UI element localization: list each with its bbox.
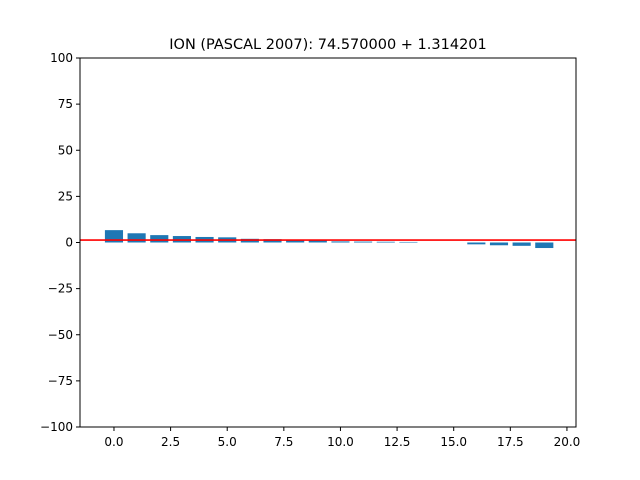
- bar-2: [150, 235, 169, 243]
- y-axis: 100 75 50 25 0 −25 −50 −75 −100: [40, 51, 80, 434]
- x-tick-label: 5.0: [218, 435, 237, 449]
- x-tick-label: 15.0: [440, 435, 467, 449]
- bar-9: [308, 239, 327, 243]
- y-tick-label: 25: [58, 189, 73, 203]
- bar-18: [512, 242, 531, 246]
- y-tick-label: −75: [48, 374, 73, 388]
- y-tick-label: 50: [58, 143, 73, 157]
- bar-8: [286, 239, 305, 243]
- bar-12: [376, 241, 395, 243]
- bar-13: [399, 241, 418, 243]
- bar-16: [467, 242, 486, 245]
- bar-10: [331, 241, 350, 243]
- bar-1: [127, 233, 146, 243]
- x-tick-label: 10.0: [327, 435, 354, 449]
- y-tick-label: 75: [58, 97, 73, 111]
- x-tick-label: 0.0: [104, 435, 123, 449]
- bar-17: [489, 242, 509, 246]
- y-tick-label: 100: [50, 51, 73, 65]
- x-tick-label: 12.5: [384, 435, 411, 449]
- y-tick-label: 0: [65, 236, 73, 250]
- x-tick-label: 2.5: [161, 435, 180, 449]
- chart-title: ION (PASCAL 2007): 74.570000 + 1.314201: [169, 37, 487, 53]
- x-tick-label: 17.5: [497, 435, 524, 449]
- bar-3: [172, 236, 191, 243]
- x-tick-label: 7.5: [274, 435, 293, 449]
- x-axis: 0.0 2.5 5.0 7.5 10.0 12.5 15.0 17.5 20.0: [104, 427, 580, 449]
- y-tick-label: −50: [48, 328, 73, 342]
- y-tick-label: −100: [40, 420, 73, 434]
- y-tick-label: −25: [48, 282, 73, 296]
- x-tick-label: 20.0: [554, 435, 581, 449]
- bar-11: [354, 241, 373, 243]
- bar-19: [535, 242, 554, 249]
